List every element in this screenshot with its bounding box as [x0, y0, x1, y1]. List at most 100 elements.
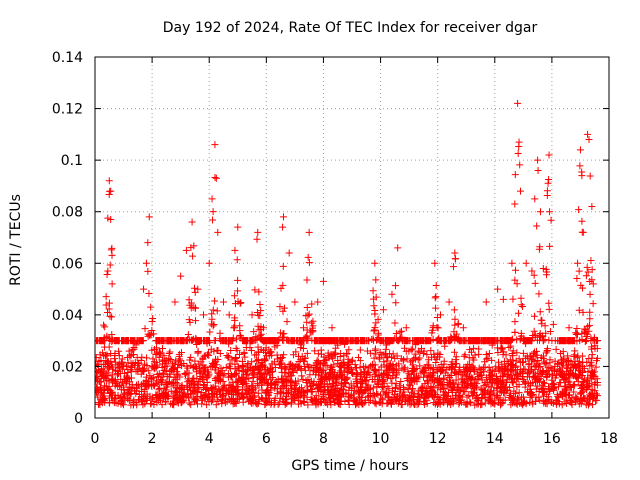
data-point: [380, 351, 388, 359]
data-point: [303, 318, 311, 326]
data-point: [102, 293, 110, 301]
data-point: [545, 176, 553, 184]
data-point: [220, 298, 227, 306]
data-point: [578, 172, 586, 180]
data-point: [573, 330, 581, 338]
data-point: [568, 369, 576, 377]
data-point: [516, 365, 524, 373]
data-point: [321, 398, 329, 406]
x-tick-label: 16: [543, 431, 561, 447]
data-point: [127, 389, 135, 397]
data-point: [194, 337, 202, 345]
data-point: [566, 337, 574, 345]
data-point: [185, 369, 193, 377]
data-point: [97, 368, 105, 376]
data-point: [338, 371, 346, 379]
data-point: [352, 364, 360, 372]
data-point: [220, 370, 228, 378]
data-point: [439, 396, 447, 404]
data-point: [507, 389, 515, 397]
data-point: [538, 316, 546, 324]
data-point: [431, 400, 439, 408]
data-point: [331, 349, 339, 357]
data-point: [359, 388, 367, 396]
data-point: [468, 362, 476, 370]
data-point: [251, 392, 259, 400]
data-point: [149, 355, 157, 363]
data-point: [156, 350, 164, 358]
data-point: [285, 337, 293, 345]
data-point: [372, 390, 380, 398]
data-point: [280, 304, 288, 312]
data-point: [192, 317, 200, 325]
data-point: [559, 359, 567, 367]
data-point: [143, 390, 151, 398]
data-point: [185, 296, 193, 304]
data-point: [331, 399, 339, 407]
data-point: [379, 377, 387, 385]
data-point: [536, 333, 544, 341]
data-point: [587, 334, 595, 342]
data-point: [261, 356, 269, 364]
data-point: [115, 347, 123, 355]
data-point: [225, 362, 233, 370]
data-point: [376, 348, 384, 356]
data-point: [303, 349, 311, 357]
data-point: [231, 292, 239, 300]
data-point: [251, 351, 259, 359]
data-points: [95, 99, 602, 409]
data-point: [462, 400, 470, 408]
data-point: [570, 388, 578, 396]
data-point: [141, 325, 149, 333]
data-point: [117, 375, 125, 383]
data-point: [191, 304, 199, 312]
data-point: [263, 386, 271, 394]
data-point: [300, 398, 308, 406]
data-point: [491, 379, 499, 387]
data-point: [321, 361, 329, 369]
data-point: [586, 172, 594, 180]
data-point: [572, 329, 580, 337]
data-point: [487, 337, 495, 345]
data-point: [144, 330, 152, 338]
y-tick-label: 0.06: [52, 256, 83, 272]
data-point: [127, 368, 135, 376]
data-point: [291, 298, 299, 306]
data-point: [505, 344, 513, 352]
data-point: [174, 371, 182, 379]
data-point: [142, 259, 150, 267]
data-point: [592, 363, 600, 371]
data-point: [144, 381, 152, 389]
data-point: [536, 308, 544, 316]
data-point: [572, 331, 580, 339]
data-point: [543, 400, 551, 408]
data-point: [346, 365, 354, 373]
data-point: [561, 375, 569, 383]
data-point: [228, 356, 236, 364]
data-point: [401, 364, 409, 372]
data-point: [534, 357, 542, 365]
data-point: [453, 330, 461, 338]
data-point: [185, 399, 193, 407]
data-point: [99, 337, 107, 345]
data-point: [448, 364, 456, 372]
data-point: [158, 401, 166, 409]
data-point: [371, 399, 379, 407]
data-point: [180, 360, 188, 368]
data-point: [450, 306, 458, 314]
data-point: [409, 365, 417, 373]
data-point: [225, 373, 233, 381]
data-point: [583, 263, 591, 271]
data-point: [581, 394, 589, 402]
data-point: [163, 362, 171, 370]
data-point: [535, 290, 543, 298]
data-point: [114, 361, 122, 369]
data-point: [588, 354, 596, 362]
data-point: [162, 388, 170, 396]
data-point: [397, 327, 405, 335]
data-point: [531, 348, 539, 356]
y-tick-label: 0.12: [52, 102, 83, 118]
data-point: [582, 326, 590, 334]
data-point: [445, 388, 453, 396]
